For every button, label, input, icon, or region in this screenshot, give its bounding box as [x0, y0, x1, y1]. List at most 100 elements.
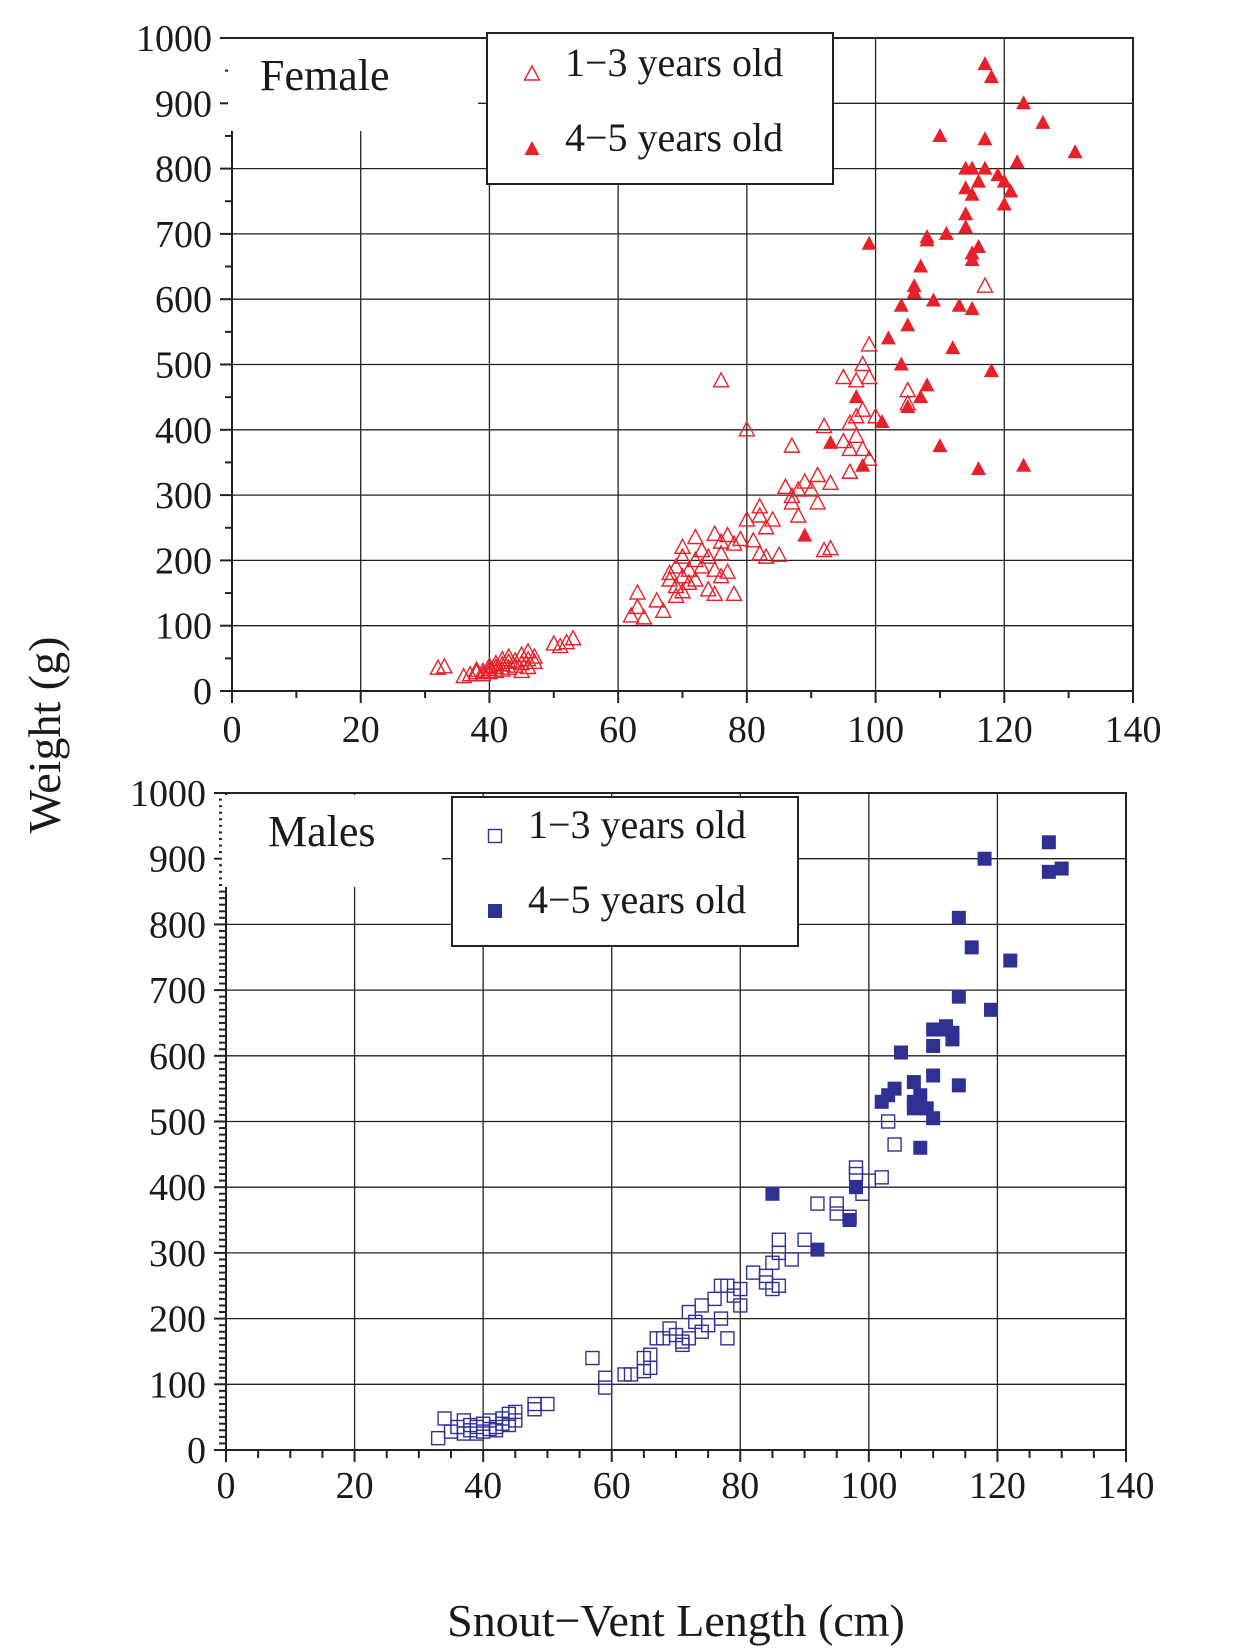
filled-square-point [984, 1002, 998, 1017]
open-triangle-point [725, 534, 743, 551]
open-triangle-point [860, 368, 878, 385]
x-tick-label: 60 [599, 709, 637, 751]
open-square-point [508, 1413, 523, 1428]
filled-triangle-point [913, 258, 929, 273]
open-triangle-point [731, 530, 750, 547]
series-filled-triangle [797, 56, 1083, 542]
open-triangle-point [899, 381, 917, 398]
open-triangle-point [796, 472, 814, 489]
filled-triangle-point [977, 160, 993, 175]
legend: 1−3 years old 4−5 years old [451, 796, 799, 947]
legend-entry-label: 1−3 years old [528, 802, 746, 847]
open-triangle-point [860, 335, 878, 352]
open-triangle-point [455, 667, 473, 684]
filled-triangle-point [945, 340, 961, 355]
filled-triangle-point [855, 457, 871, 472]
open-triangle-point [525, 647, 544, 664]
panel-label-background [222, 795, 442, 887]
filled-square-point [1041, 835, 1056, 850]
tick-marks [214, 792, 1127, 1462]
filled-square-point [765, 1186, 780, 1201]
males-chart-panel: 0 20 40 60 80 100 120 140 0 100 200 300 400 500 600 700… [130, 773, 1155, 1507]
filled-triangle-point [1009, 154, 1025, 169]
filled-square-point [951, 1078, 966, 1093]
open-triangle-point [461, 665, 479, 682]
filled-triangle-point [951, 297, 967, 312]
filled-square-point [926, 1068, 941, 1083]
y-tick-label: 800 [155, 149, 212, 191]
open-triangle-point [654, 601, 672, 619]
open-triangle-point [673, 537, 692, 555]
open-triangle-point [751, 506, 769, 523]
gridlines [226, 793, 1126, 1450]
open-triangle-point [789, 480, 808, 497]
series-filled-square [765, 835, 1069, 1257]
x-tick-label: 60 [593, 1465, 631, 1507]
open-triangle-point [854, 439, 872, 457]
open-triangle-point [712, 371, 730, 388]
open-triangle-point [512, 654, 531, 671]
open-triangle-point [834, 432, 853, 449]
open-triangle-point [699, 547, 717, 564]
filled-triangle-point [971, 173, 987, 188]
x-tick-label: 20 [342, 709, 380, 751]
panel-label: Female [260, 51, 390, 100]
open-triangle-point [557, 633, 576, 650]
open-triangle-point [821, 473, 840, 491]
filled-triangle-point [971, 460, 987, 475]
filled-square-point [913, 1140, 928, 1155]
open-triangle-point [686, 570, 705, 587]
legend-entry-label: 1−3 years old [565, 40, 783, 85]
y-tick-label: 700 [155, 214, 212, 256]
filled-square-point [1003, 953, 1018, 968]
filled-triangle-point [913, 389, 929, 404]
open-square-point [527, 1396, 542, 1412]
filled-triangle-point [861, 235, 877, 250]
open-triangle-point [564, 629, 582, 646]
panel-label-background [228, 39, 478, 131]
y-tick-label: 100 [149, 1364, 206, 1406]
y-tick-label: 500 [149, 1102, 206, 1144]
open-triangle-point [808, 466, 827, 483]
open-triangle-point [693, 557, 711, 574]
filled-triangle-point [996, 196, 1012, 211]
filled-square-point [1041, 864, 1056, 879]
filled-triangle-point [906, 278, 922, 293]
filled-triangle-point [958, 180, 974, 195]
open-triangle-point [706, 584, 724, 602]
open-triangle-point [751, 497, 769, 514]
open-square-point [829, 1196, 844, 1211]
filled-triangle-point [977, 131, 993, 146]
x-tick-label: 40 [470, 709, 508, 751]
open-triangle-point [693, 541, 711, 558]
y-tick-label: 200 [149, 1299, 206, 1341]
filled-triangle-point [964, 300, 980, 315]
tick-marks [220, 37, 1134, 703]
open-triangle-point [673, 547, 692, 564]
open-triangle-point [519, 642, 537, 659]
filled-square-point [1054, 861, 1069, 876]
open-square-point [540, 1396, 555, 1412]
open-square-point [598, 1380, 613, 1395]
open-triangle-point [525, 652, 544, 669]
filled-triangle-point [797, 527, 813, 542]
x-tick-label: 100 [847, 709, 904, 751]
filled-triangle-point [919, 229, 935, 244]
x-tick-label: 140 [1098, 1465, 1155, 1507]
filled-triangle-point [990, 167, 1006, 182]
female-chart-panel: 0 20 40 60 80 100 120 140 0 100 200 300 400 500 600 700… [136, 18, 1162, 751]
filled-square-point [951, 910, 966, 925]
filled-square-point [488, 904, 502, 918]
y-tick-label: 700 [149, 970, 206, 1012]
x-tick-label: 0 [217, 1465, 236, 1507]
filled-square-point [964, 940, 979, 955]
filled-triangle-point [958, 219, 974, 234]
open-triangle-point [815, 541, 833, 558]
open-triangle-point [744, 531, 762, 548]
y-tick-label: 600 [155, 279, 212, 321]
open-square-point [598, 1370, 613, 1385]
legend-entry-label: 4−5 years old [528, 877, 746, 922]
open-triangle-point [738, 510, 756, 527]
open-triangle-point [718, 562, 737, 579]
open-triangle-point [686, 528, 705, 545]
